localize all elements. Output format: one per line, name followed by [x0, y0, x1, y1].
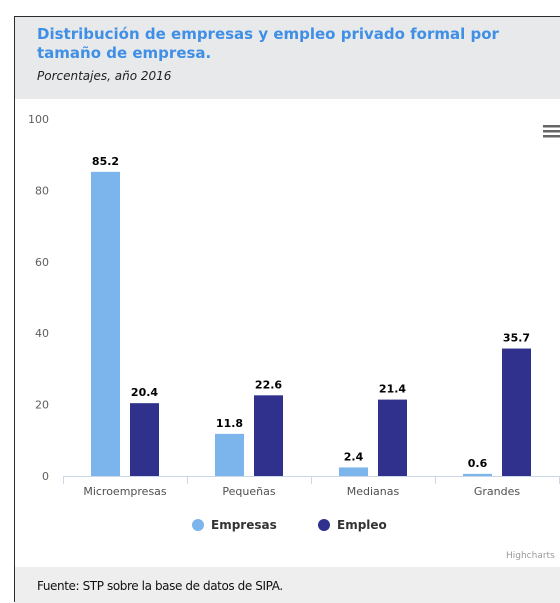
chart-footer: Fuente: STP sobre la base de datos de SI…: [15, 567, 560, 603]
chart-header: Distribución de empresas y empleo privad…: [15, 17, 560, 99]
x-tick-label: Medianas: [347, 485, 400, 498]
data-label: 35.7: [503, 332, 530, 345]
bar-empleo[interactable]: [378, 399, 407, 476]
bar-empleo[interactable]: [254, 395, 283, 476]
credits-link[interactable]: Highcharts: [506, 551, 555, 561]
bar-empleo[interactable]: [502, 348, 531, 476]
bar-empresas[interactable]: [91, 171, 120, 476]
x-tick-label: Pequeñas: [222, 485, 275, 498]
hamburger-menu-icon[interactable]: [543, 125, 560, 138]
x-tick-label: Microempresas: [83, 485, 167, 498]
data-label: 11.8: [216, 417, 243, 430]
y-tick-label: 80: [35, 184, 49, 197]
data-label: 0.6: [468, 457, 488, 470]
data-label: 85.2: [92, 155, 119, 168]
x-tick-label: Grandes: [474, 485, 521, 498]
bar-empresas[interactable]: [215, 433, 244, 476]
menu-icon-bar: [543, 130, 560, 133]
y-tick-label: 100: [28, 113, 49, 126]
legend-marker-empresas: [192, 519, 204, 531]
menu-icon-bar: [543, 135, 560, 138]
bar-empleo[interactable]: [130, 403, 159, 476]
legend-item-empresas[interactable]: Empresas: [211, 518, 277, 532]
chart-card: Distribución de empresas y empleo privad…: [14, 16, 560, 603]
bar-chart: 0 20 40 60 80 100 Microempresas 85.2 20.4 Pequeña…: [28, 113, 560, 561]
data-label: 22.6: [255, 378, 282, 391]
y-tick-label: 60: [35, 256, 49, 269]
legend-marker-empleo: [318, 519, 330, 531]
bar-empresas[interactable]: [463, 473, 492, 476]
y-tick-label: 40: [35, 327, 49, 340]
data-label: 21.4: [379, 383, 406, 396]
data-label: 2.4: [344, 450, 364, 463]
y-tick-label: 20: [35, 399, 49, 412]
bar-empresas[interactable]: [339, 467, 368, 476]
chart-subtitle: Porcentajes, año 2016: [37, 69, 172, 83]
data-label: 20.4: [131, 386, 158, 399]
source-note: Fuente: STP sobre la base de datos de SI…: [37, 579, 283, 593]
menu-icon-bar: [543, 125, 560, 128]
legend-item-empleo[interactable]: Empleo: [337, 518, 387, 532]
chart-title: Distribución de empresas y empleo privad…: [37, 25, 499, 62]
y-tick-label: 0: [42, 470, 49, 483]
